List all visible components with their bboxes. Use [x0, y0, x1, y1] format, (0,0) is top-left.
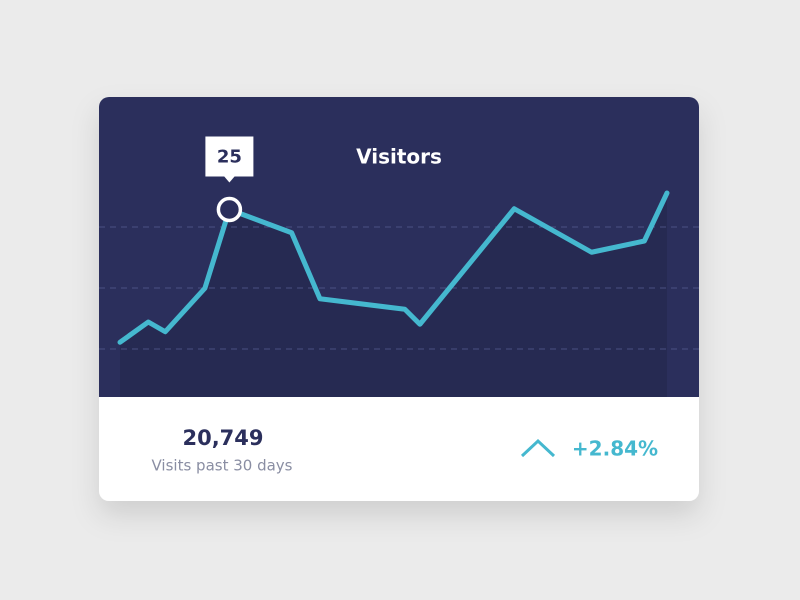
tooltip-pointer: [223, 175, 236, 183]
total-visits: 20,749: [182, 426, 263, 450]
area: [120, 193, 667, 397]
tooltip: [205, 136, 254, 177]
line: [117, 190, 670, 345]
tooltip-label: 25: [217, 147, 242, 168]
grid: [99, 226, 699, 350]
change: +2.84%: [572, 437, 658, 461]
caption: Visits past 30 days: [152, 457, 293, 475]
chart-panel: [99, 97, 699, 397]
trend-up-icon: [520, 438, 556, 458]
chart-title: Visitors: [356, 145, 442, 169]
plot: [120, 193, 667, 397]
highlight-point: [216, 196, 243, 223]
